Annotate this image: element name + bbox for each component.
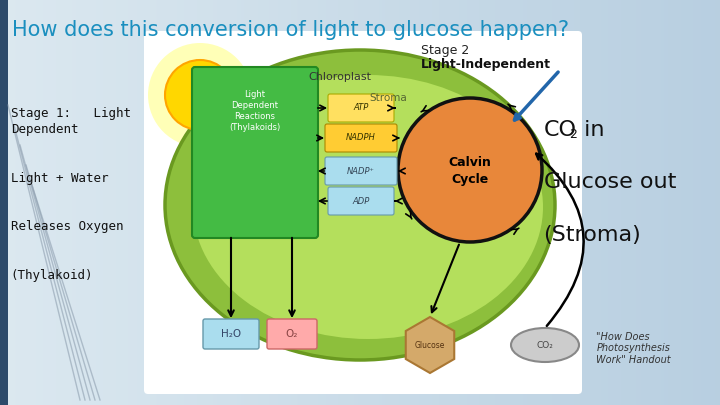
Text: H₂O: H₂O [221,329,241,339]
Text: Chloroplast: Chloroplast [308,72,372,82]
Text: NADP⁺: NADP⁺ [347,166,375,175]
Text: Glucose out: Glucose out [544,172,676,192]
Circle shape [398,98,542,242]
FancyBboxPatch shape [328,94,394,122]
Text: ATP: ATP [354,104,369,113]
FancyBboxPatch shape [325,124,397,152]
Text: Cycle: Cycle [451,173,489,186]
Polygon shape [406,317,454,373]
Text: 2: 2 [570,128,577,141]
FancyBboxPatch shape [203,319,259,349]
Text: Stage 1:   Light
Dependent: Stage 1: Light Dependent [11,107,131,136]
FancyBboxPatch shape [328,187,394,215]
Text: (Thylakoid): (Thylakoid) [11,269,94,282]
Text: Light + Water: Light + Water [11,172,108,185]
FancyBboxPatch shape [144,31,582,394]
Text: ADP: ADP [352,196,369,205]
FancyBboxPatch shape [192,67,318,238]
Text: Stroma: Stroma [369,93,407,103]
Text: NADPH: NADPH [346,134,376,143]
Text: Light-Independent: Light-Independent [421,58,552,71]
Text: in: in [577,119,604,140]
FancyBboxPatch shape [267,319,317,349]
Bar [0,0,8,405]
Text: Stage 2: Stage 2 [421,44,469,57]
Text: "How Does
Photosynthesis
Work" Handout: "How Does Photosynthesis Work" Handout [596,332,671,365]
Text: (Stroma): (Stroma) [544,225,642,245]
Text: Light
Dependent
Reactions
(Thylakoids): Light Dependent Reactions (Thylakoids) [230,90,281,132]
Ellipse shape [165,50,555,360]
Text: CO: CO [544,119,577,140]
Text: Calvin: Calvin [449,156,492,168]
Ellipse shape [511,328,579,362]
Text: CO₂: CO₂ [536,341,554,350]
Circle shape [148,43,252,147]
Circle shape [165,60,235,130]
Text: How does this conversion of light to glucose happen?: How does this conversion of light to glu… [12,20,569,40]
Text: Releases Oxygen: Releases Oxygen [11,220,123,233]
FancyBboxPatch shape [325,157,397,185]
Ellipse shape [193,75,543,339]
Text: Glucose: Glucose [415,341,445,350]
Text: O₂: O₂ [286,329,298,339]
